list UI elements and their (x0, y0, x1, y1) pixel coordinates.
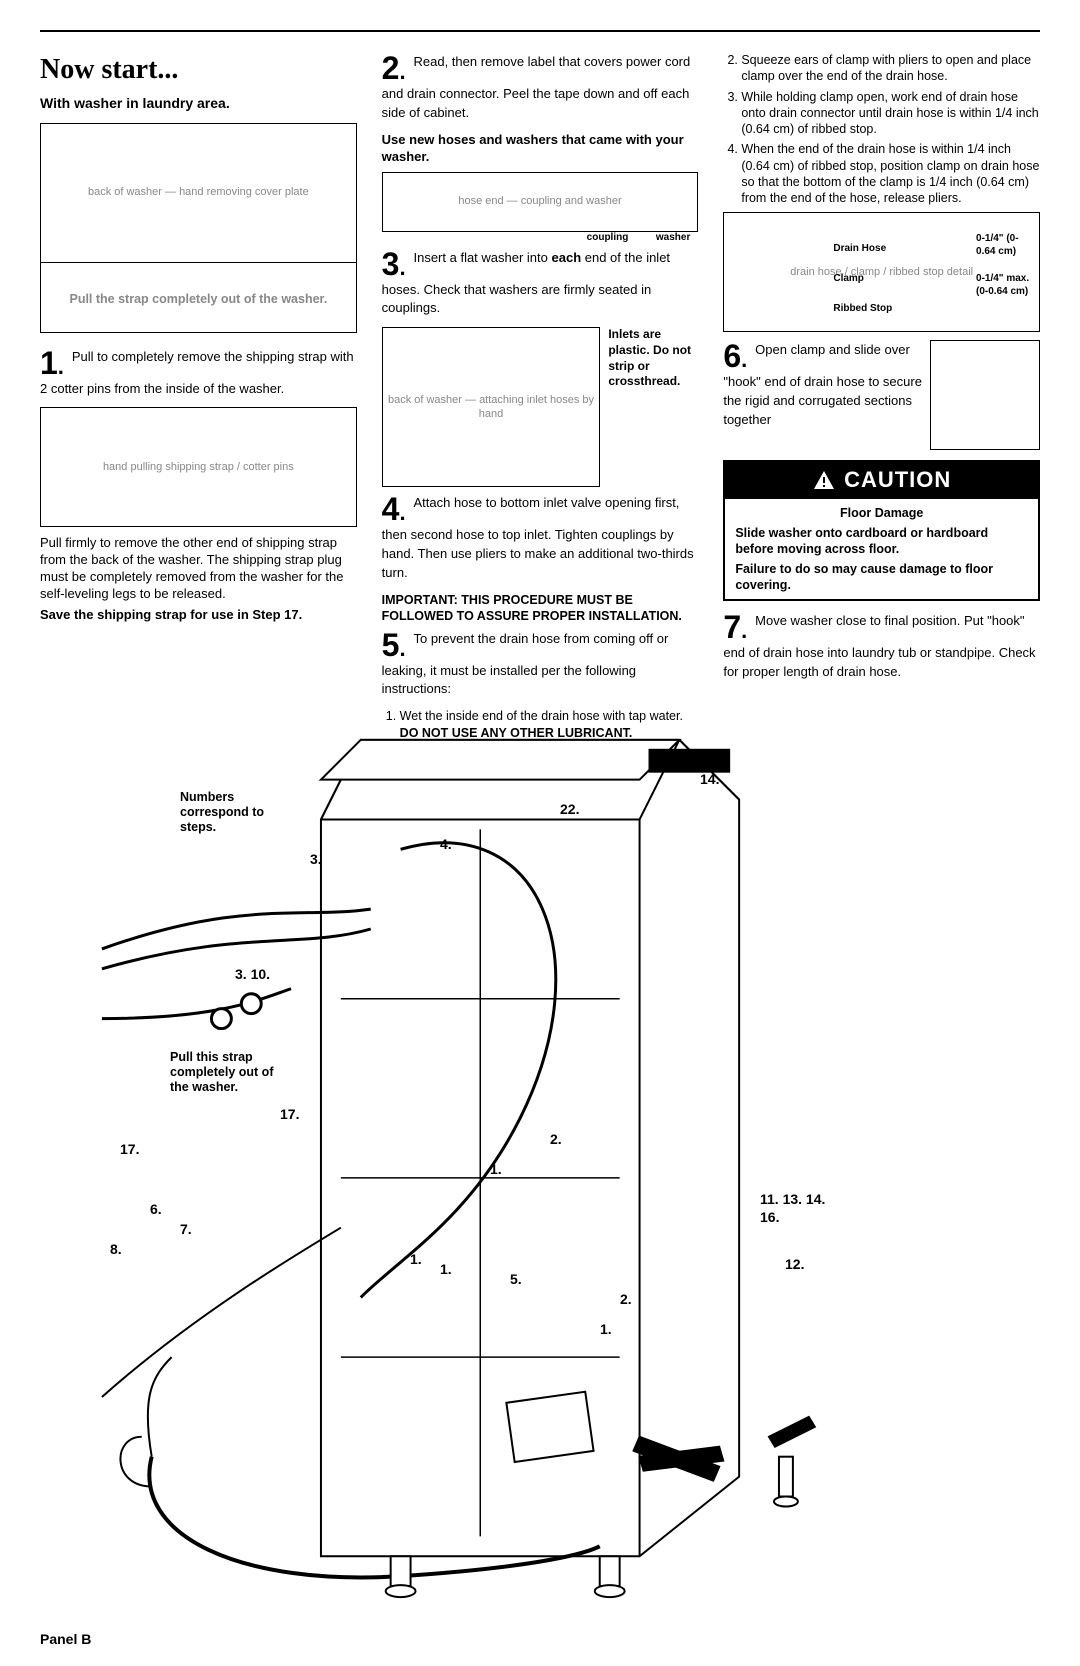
label-dim-2: 0-1/4" max. (0-0.64 cm) (976, 272, 1036, 298)
label-coupling: coupling (587, 231, 629, 244)
step-6-text: Open clamp and slide over "hook" end of … (723, 342, 922, 427)
step-number-2: 2 (382, 52, 406, 84)
step-1-text: Pull to completely remove the shipping s… (40, 349, 354, 396)
callout-2b: 2. (620, 1290, 632, 1308)
caution-word: CAUTION (844, 466, 951, 495)
note-pull-strap: Pull this strap completely out of the wa… (170, 1050, 290, 1095)
step-7: 7 Move washer close to final position. P… (723, 611, 1040, 681)
step-5-item-3: While holding clamp open, work end of dr… (741, 89, 1040, 138)
step-3-each: each (552, 250, 582, 265)
label-drain-hose: Drain Hose (833, 242, 886, 255)
illus-alt: hose end — coupling and washer (458, 194, 621, 208)
step-number-6: 6 (723, 340, 747, 372)
step-3: 3 Insert a flat washer into each end of … (382, 248, 699, 318)
illus-alt: back of washer — attaching inlet hoses b… (387, 393, 596, 422)
step-4-text: Attach hose to bottom inlet valve openin… (382, 495, 694, 580)
callout-1a: 1. (410, 1250, 422, 1268)
caution-header: CAUTION (725, 462, 1038, 499)
step-6: 6 Open clamp and slide over "hook" end o… (723, 340, 922, 429)
step-5-list-continued: Squeeze ears of clamp with pliers to ope… (723, 52, 1040, 206)
warning-triangle-icon (812, 469, 836, 493)
caution-title: Floor Damage (735, 505, 1028, 521)
step-1-continued: Pull firmly to remove the other end of s… (40, 535, 357, 603)
page-subtitle: With washer in laundry area. (40, 94, 357, 112)
label-ribbed-stop: Ribbed Stop (833, 302, 892, 315)
label-washer: washer (656, 231, 690, 244)
strap-caption: Pull the strap completely out of the was… (69, 292, 327, 306)
callout-12: 12. (785, 1255, 804, 1273)
callout-22: 22. (560, 800, 579, 818)
column-1: Now start... With washer in laundry area… (40, 52, 357, 692)
callout-1c: 1. (490, 1160, 502, 1178)
callout-6: 6. (150, 1200, 162, 1218)
illus-alt: hand pulling shipping strap / cotter pin… (103, 460, 294, 474)
label-clamp: Clamp (833, 272, 864, 285)
step-number-7: 7 (723, 611, 747, 643)
step-2: 2 Read, then remove label that covers po… (382, 52, 699, 122)
illus-alt: drain hose / clamp / ribbed stop detail (790, 265, 973, 279)
illustration-inlet-hoses: back of washer — attaching inlet hoses b… (382, 327, 601, 487)
callout-1d: 1. (600, 1320, 612, 1338)
step-7-text: Move washer close to final position. Put… (723, 613, 1035, 679)
caution-line-2: Failure to do so may cause damage to flo… (735, 561, 1028, 594)
callout-3-top: 3. (310, 850, 322, 868)
three-column-layout: Now start... With washer in laundry area… (40, 52, 1040, 692)
callout-5: 5. (510, 1270, 522, 1288)
step-5-text: To prevent the drain hose from coming of… (382, 631, 669, 697)
new-hoses-note: Use new hoses and washers that came with… (382, 132, 699, 166)
step-number-3: 3 (382, 248, 406, 280)
step-5-item-2: Squeeze ears of clamp with pliers to ope… (741, 52, 1040, 85)
callout-14: 14. (700, 770, 719, 788)
save-strap-note: Save the shipping strap for use in Step … (40, 607, 357, 624)
label-dim-1: 0-1/4" (0-0.64 cm) (976, 232, 1036, 258)
illustration-washer-back: back of washer — hand removing cover pla… (40, 123, 357, 263)
step-1: 1 Pull to completely remove the shipping… (40, 347, 357, 398)
inlets-plastic-note: Inlets are plastic. Do not strip or cros… (608, 327, 698, 389)
step-number-5: 5 (382, 629, 406, 661)
top-rule (40, 30, 1040, 32)
callout-1b: 1. (440, 1260, 452, 1278)
illustration-remove-strap: hand pulling shipping strap / cotter pin… (40, 407, 357, 527)
illus-alt: back of washer — hand removing cover pla… (88, 185, 309, 199)
page-title: Now start... (40, 52, 357, 88)
caution-line-1: Slide washer onto cardboard or hardboard… (735, 525, 1028, 558)
step-3-text-a: Insert a flat washer into (413, 250, 551, 265)
illustration-strap-loop: Pull the strap completely out of the was… (40, 263, 357, 333)
step-4: 4 Attach hose to bottom inlet valve open… (382, 493, 699, 582)
illustration-coupling-washer: hose end — coupling and washer (382, 172, 699, 232)
caution-box: CAUTION Floor Damage Slide washer onto c… (723, 460, 1040, 601)
caution-body: Floor Damage Slide washer onto cardboard… (725, 499, 1038, 599)
large-washer-diagram: Numbers correspond to steps. 3. 4. 22. 1… (40, 700, 1040, 1616)
illustration-hook-clamp (930, 340, 1040, 450)
callout-4: 4. (440, 835, 452, 853)
important-note: IMPORTANT: THIS PROCEDURE MUST BE FOLLOW… (382, 592, 699, 625)
washer-diagram-svg (40, 700, 1040, 1616)
step-number-1: 1 (40, 347, 64, 379)
column-2: 2 Read, then remove label that covers po… (382, 52, 699, 692)
panel-label: Panel B (40, 1630, 91, 1648)
callout-3-10: 3. 10. (235, 965, 270, 983)
step-number-4: 4 (382, 493, 406, 525)
step-5: 5 To prevent the drain hose from coming … (382, 629, 699, 699)
callout-17a: 17. (280, 1105, 299, 1123)
note-numbers-correspond: Numbers correspond to steps. (180, 790, 290, 835)
callout-2a: 2. (550, 1130, 562, 1148)
column-3: Squeeze ears of clamp with pliers to ope… (723, 52, 1040, 692)
callout-8: 8. (110, 1240, 122, 1258)
callout-7: 7. (180, 1220, 192, 1238)
callout-17b: 17. (120, 1140, 139, 1158)
step-5-item-4: When the end of the drain hose is within… (741, 141, 1040, 206)
step-2-text: Read, then remove label that covers powe… (382, 54, 691, 120)
callout-11-13-14-16: 11. 13. 14. 16. (760, 1190, 830, 1226)
